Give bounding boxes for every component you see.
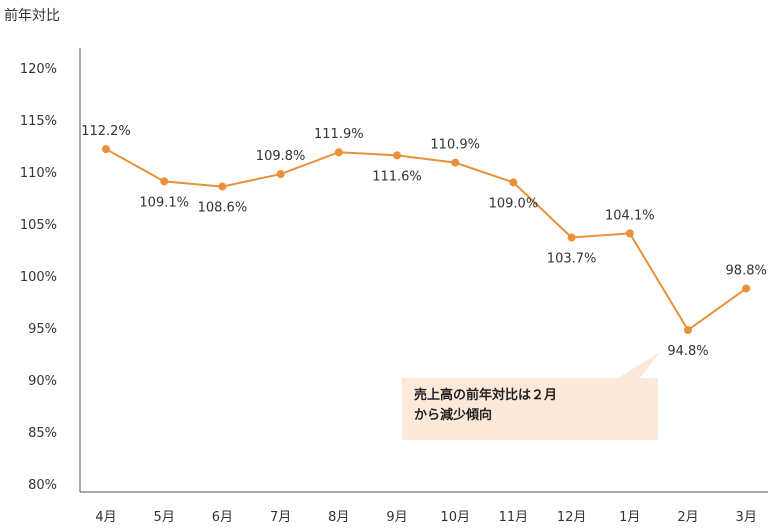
data-point <box>102 145 110 154</box>
x-tick-label: 1月 <box>619 510 640 525</box>
data-label: 111.6% <box>372 169 422 184</box>
y-tick-labels: 80% 85% 90% 95% 100% 105% 110% 115% 120% <box>20 62 57 493</box>
data-point <box>393 151 401 160</box>
data-point <box>742 284 751 293</box>
data-label: 112.2% <box>81 124 131 139</box>
annotation-callout: 売上高の前年対比は２月 から減少傾向 <box>402 378 658 440</box>
data-labels: 112.2% 109.1% 108.6% 109.8% 111.9% 111.6% 110.… <box>81 124 767 359</box>
data-label: 98.8% <box>726 263 767 278</box>
x-tick-label: 8月 <box>328 510 349 525</box>
x-tick-label: 11月 <box>499 510 529 525</box>
y-tick-label: 105% <box>20 218 57 233</box>
x-tick-label: 9月 <box>386 510 407 525</box>
y-tick-label: 115% <box>20 114 57 129</box>
x-tick-label: 4月 <box>95 510 116 525</box>
data-point <box>276 170 285 179</box>
x-tick-label: 2月 <box>677 510 698 525</box>
x-tick-labels: 4月 5月 6月 7月 8月 9月 10月 11月 12月 1月 2月 3月 <box>95 510 756 525</box>
y-tick-label: 95% <box>28 322 57 337</box>
y-tick-label: 100% <box>20 270 57 285</box>
data-label: 103.7% <box>547 252 597 267</box>
y-tick-label: 110% <box>20 166 57 181</box>
annotation-line-1: 売上高の前年対比は２月 <box>414 388 558 403</box>
y-tick-label: 90% <box>28 374 57 389</box>
data-point <box>684 326 692 335</box>
x-tick-label: 6月 <box>212 510 233 525</box>
data-point <box>625 229 634 238</box>
data-label: 108.6% <box>198 201 248 216</box>
callout-pointer-shape <box>618 352 660 378</box>
data-label: 110.9% <box>430 138 480 153</box>
data-point <box>334 148 343 157</box>
series-line <box>105 148 747 332</box>
data-point <box>218 182 227 191</box>
x-tick-label: 10月 <box>440 510 470 525</box>
x-tick-label: 5月 <box>154 510 175 525</box>
y-axis-label: 前年対比 <box>4 7 60 24</box>
x-tick-label: 12月 <box>557 510 587 525</box>
data-label: 109.1% <box>139 195 189 210</box>
annotation-line-2: から減少傾向 <box>414 408 493 423</box>
y-tick-label: 80% <box>28 478 57 493</box>
data-points <box>102 145 751 335</box>
callout-pointer <box>618 352 660 378</box>
data-label: 94.8% <box>667 344 708 359</box>
data-label: 104.1% <box>605 208 655 223</box>
y-tick-label: 85% <box>28 426 57 441</box>
data-label: 111.9% <box>314 127 364 142</box>
axes <box>79 48 768 493</box>
data-point <box>509 178 518 187</box>
x-tick-label: 7月 <box>270 510 291 525</box>
data-label: 109.8% <box>256 149 306 164</box>
data-label: 109.0% <box>489 196 539 211</box>
x-tick-label: 3月 <box>736 510 757 525</box>
y-tick-label: 120% <box>20 62 57 77</box>
data-point <box>160 177 169 186</box>
data-point <box>567 233 576 242</box>
data-point <box>451 158 460 167</box>
